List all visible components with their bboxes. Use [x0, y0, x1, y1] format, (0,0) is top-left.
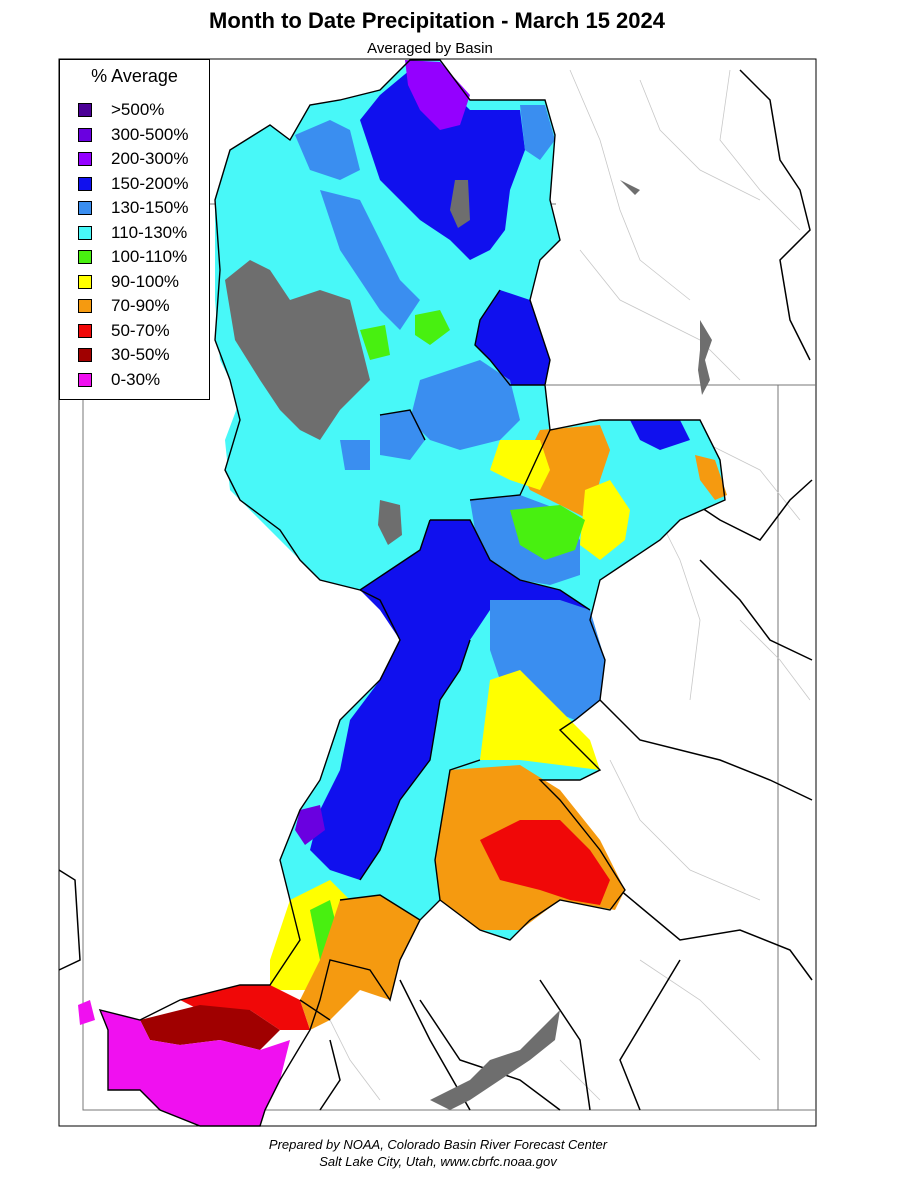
legend-swatch [78, 250, 92, 264]
legend: % Average >500% 300-500% 200-300% 150-200% 1… [59, 59, 210, 400]
region-130-150-n [295, 120, 360, 180]
legend-swatch [78, 274, 92, 289]
region-100-110-nw [360, 325, 390, 360]
legend-item: 50-70% [78, 321, 170, 341]
legend-label: 130-150% [111, 198, 189, 217]
legend-item: 0-30% [78, 370, 160, 390]
region-50-70-south [480, 820, 610, 905]
legend-item: 90-100% [78, 272, 179, 292]
region-300-500 [295, 805, 325, 845]
legend-label: 110-130% [111, 222, 188, 242]
region-150-200-uinta [630, 420, 690, 450]
legend-swatch [78, 372, 92, 387]
region-70-90-far-east [695, 455, 727, 500]
legend-item: 100-110% [78, 247, 187, 267]
reservoirs [430, 180, 712, 1110]
region-130-150-center [410, 360, 520, 450]
legend-label: 0-30% [111, 369, 161, 389]
legend-label: 100-110% [111, 247, 188, 266]
region-130-150-b [380, 410, 425, 460]
footer-credit: Prepared by NOAA, Colorado Basin River F… [268, 1137, 608, 1152]
region-90-100-se [480, 670, 600, 770]
legend-swatch [78, 201, 92, 215]
region-100-110-n [415, 310, 450, 345]
region-no-data-utah-lake [378, 500, 402, 545]
region-130-150-ne [520, 105, 555, 160]
legend-item: 110-130% [78, 223, 187, 243]
region-90-100-east [490, 440, 550, 490]
legend-swatch [78, 348, 92, 362]
region-50-70-sw [180, 985, 310, 1030]
legend-item: 200-300% [78, 149, 189, 169]
legend-item: 130-150% [78, 198, 189, 218]
map-title: Month to Date Precipitation - March 15 2… [209, 8, 665, 33]
legend-swatch [78, 103, 92, 117]
basin-regions [78, 60, 727, 1126]
region-150-200-north [360, 70, 525, 260]
legend-swatch [78, 299, 92, 313]
legend-item: 70-90% [78, 296, 170, 316]
legend-swatch [78, 152, 92, 166]
legend-swatch [78, 225, 92, 240]
footer-location: Salt Lake City, Utah, www.cbrfc.noaa.gov [319, 1154, 557, 1169]
region-0-30-small [78, 1000, 95, 1025]
basin-outlines [98, 59, 726, 1127]
legend-title: % Average [91, 66, 178, 86]
legend-label: 50-70% [111, 320, 170, 340]
legend-item: 30-50% [78, 345, 170, 365]
legend-label: 30-50% [111, 345, 170, 364]
legend-item: 150-200% [78, 174, 189, 194]
legend-item: 300-500% [78, 125, 189, 145]
region-no-data-north [450, 180, 470, 228]
legend-swatch [78, 323, 92, 338]
legend-label: 70-90% [111, 296, 170, 315]
outer-boundaries [58, 69, 813, 1111]
region-70-90-sw [300, 895, 420, 1030]
region-130-150-mid [320, 190, 420, 330]
legend-item: >500% [78, 100, 164, 120]
region-130-150-c [340, 440, 370, 470]
region-100-110-east [510, 505, 585, 560]
legend-label: >500% [111, 100, 165, 119]
legend-label: 300-500% [111, 124, 189, 144]
region-30-50 [140, 1005, 280, 1050]
legend-label: 200-300% [111, 149, 189, 168]
legend-label: 150-200% [111, 173, 189, 193]
legend-swatch [78, 127, 92, 142]
legend-swatch [78, 176, 92, 191]
region-no-data-lake [225, 260, 370, 440]
legend-label: 90-100% [111, 271, 180, 291]
region-150-200-east [475, 290, 550, 385]
region-90-100-e2 [580, 480, 630, 560]
map-subtitle: Averaged by Basin [367, 40, 493, 57]
